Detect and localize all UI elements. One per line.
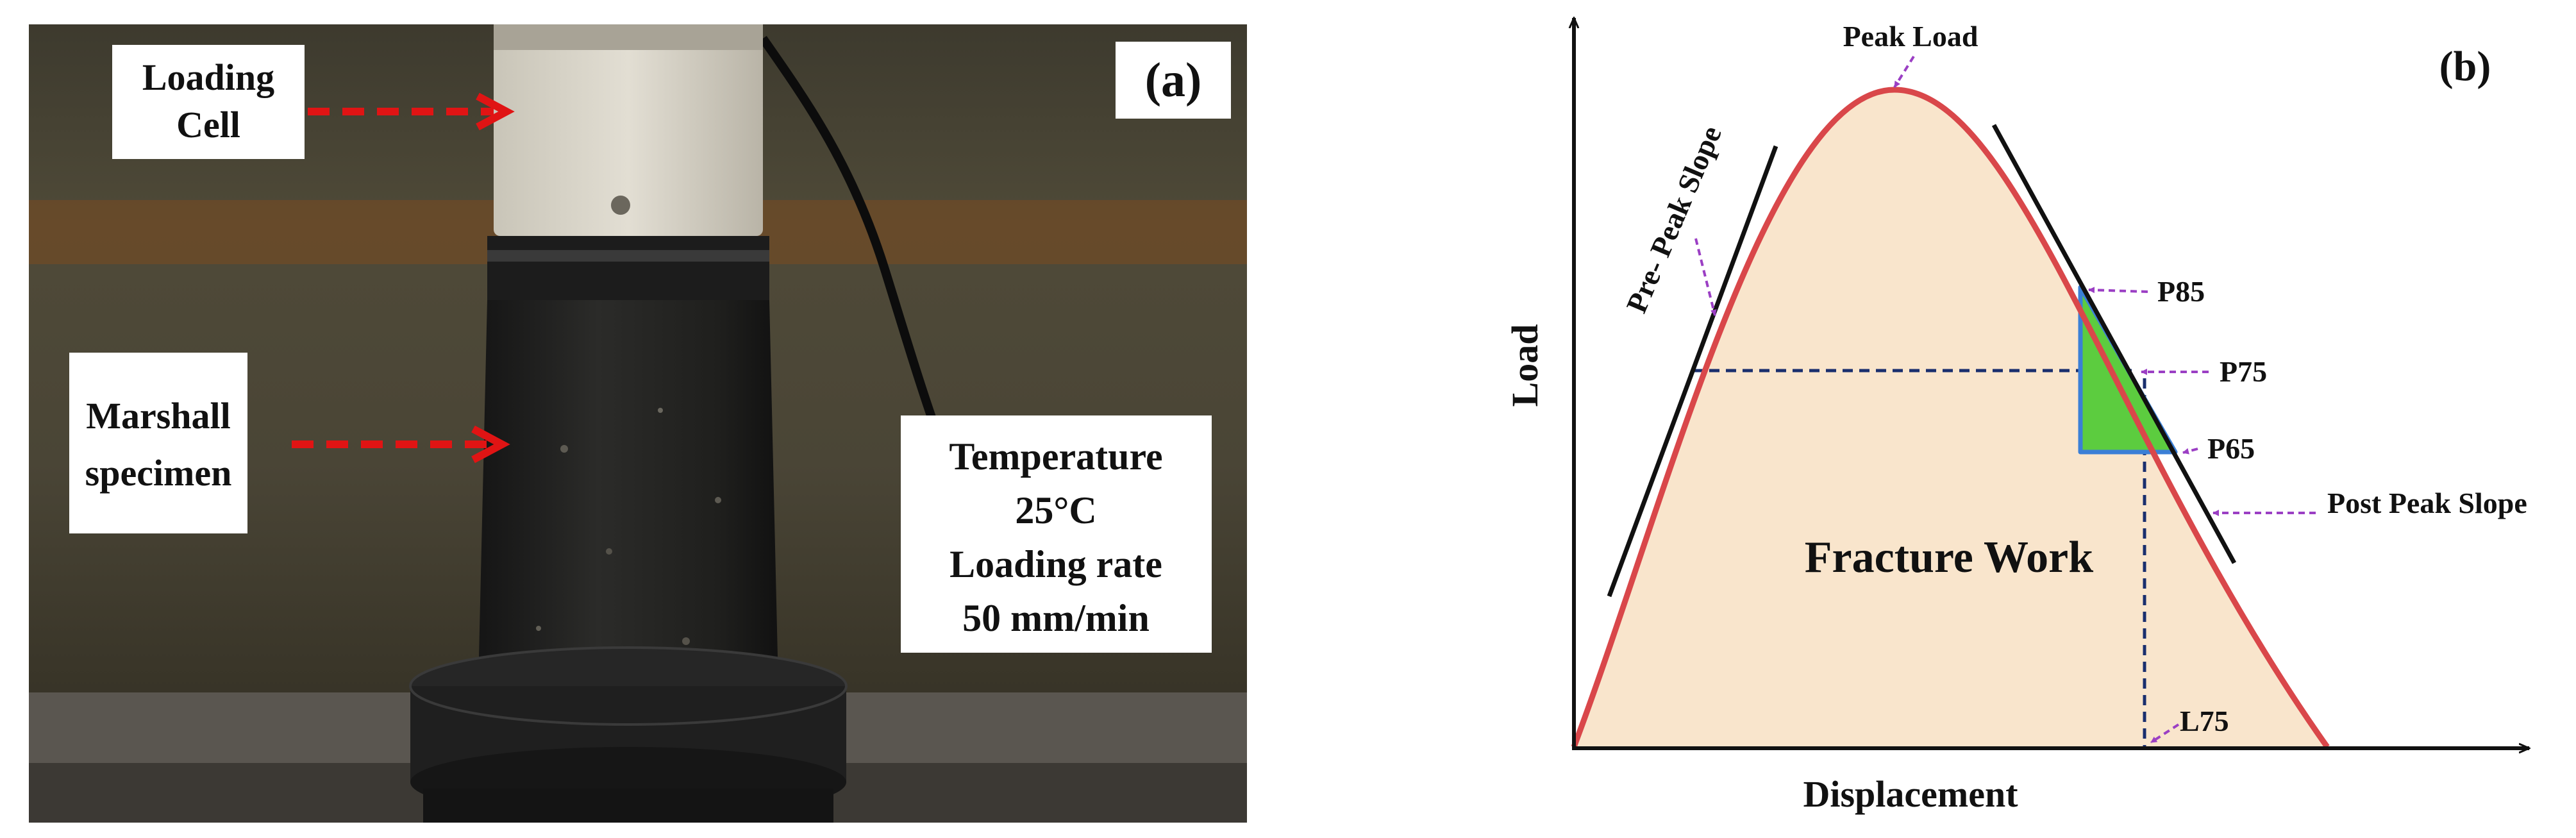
specimen-label-box: Marshall specimen bbox=[69, 353, 247, 533]
p85-arrow bbox=[2088, 287, 2148, 294]
post-peak-slope-label: Post Peak Slope bbox=[2327, 487, 2527, 519]
peak-load-arrow bbox=[1893, 55, 1915, 88]
post-peak-slope-line bbox=[1991, 124, 2237, 564]
panel-b-label: (b) bbox=[2439, 43, 2491, 90]
p85-label: P85 bbox=[2157, 275, 2205, 308]
panel-a-photo: Loading Cell Marshall specimen (a) Tempe… bbox=[29, 24, 1247, 823]
fracture-work-label: Fracture Work bbox=[1805, 533, 2093, 582]
peak-load-label: Peak Load bbox=[1843, 20, 1978, 53]
loading-cell-label-box: Loading Cell bbox=[112, 45, 305, 159]
y-axis-label: Load bbox=[1504, 324, 1546, 407]
loading-base bbox=[409, 646, 848, 823]
p65-label: P65 bbox=[2207, 432, 2255, 465]
pre-peak-slope-line bbox=[1607, 145, 1778, 598]
load-displacement-curve bbox=[1571, 87, 2330, 749]
conditions-line4: 50 mm/min bbox=[962, 597, 1150, 639]
marshall-specimen bbox=[478, 300, 779, 712]
loading-cell-label-line1: Loading bbox=[142, 56, 274, 98]
loading-cell-arrowhead bbox=[476, 92, 515, 131]
panel-a-label-box: (a) bbox=[1116, 42, 1231, 119]
loading-cell bbox=[487, 24, 769, 300]
panel-a-label: (a) bbox=[1145, 53, 1202, 107]
panel-b-diagram: Load Displacement (b) Fracture Work Peak… bbox=[1504, 18, 2529, 815]
l75-arrow bbox=[2150, 723, 2180, 744]
specimen-label-line2: specimen bbox=[85, 452, 232, 494]
l75-label: L75 bbox=[2180, 705, 2229, 737]
p65-arrow bbox=[2182, 448, 2198, 455]
conditions-line2: 25°C bbox=[1015, 489, 1096, 532]
specimen-label-line1: Marshall bbox=[86, 395, 231, 437]
x-axis-label: Displacement bbox=[1803, 773, 2018, 815]
fracture-work-area bbox=[1574, 90, 2327, 747]
loading-cell-label-line2: Cell bbox=[176, 104, 240, 146]
specimen-arrowhead bbox=[471, 425, 510, 464]
conditions-box: Temperature 25°C Loading rate 50 mm/min bbox=[901, 415, 1212, 653]
conditions-line3: Loading rate bbox=[949, 543, 1162, 585]
conditions-line1: Temperature bbox=[949, 435, 1162, 478]
pre-peak-slope-label: Pre- Peak Slope bbox=[1620, 121, 1728, 317]
p75-label: P75 bbox=[2220, 355, 2267, 388]
pre-peak-slope-arrow bbox=[1694, 238, 1717, 316]
